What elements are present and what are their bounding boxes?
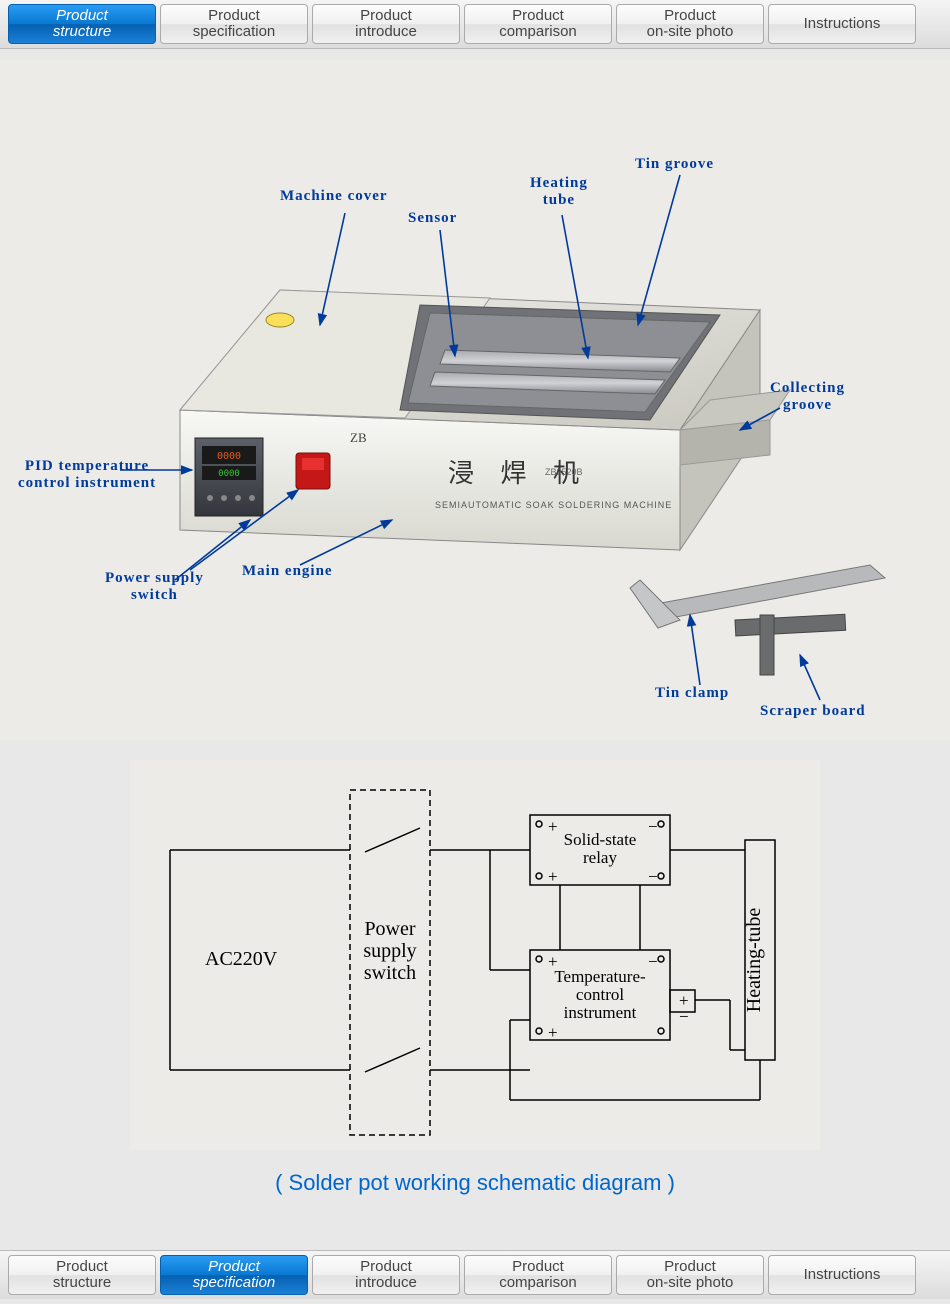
svg-text:Powersupplyswitch: Powersupplyswitch [363,918,416,984]
tab-label: specification [193,24,276,40]
svg-text:+: + [548,867,558,886]
tab-introduce[interactable]: Productintroduce [312,1255,460,1295]
svg-text:ZB: ZB [350,430,367,445]
schematic-caption: ( Solder pot working schematic diagram ) [0,1170,950,1196]
label-sensor: Sensor [408,210,457,227]
svg-text:Temperature-controlinstrument: Temperature-controlinstrument [554,967,646,1022]
svg-text:+: + [548,1023,558,1042]
tab-label: comparison [499,1275,577,1291]
tab-label: Product [56,8,108,24]
tab-comparison[interactable]: Productcomparison [464,1255,612,1295]
working-schematic: +− +− +− ++− AC220V Powersupplyswitch So… [130,760,820,1150]
svg-text:−: − [648,952,658,971]
tab-label: Instructions [804,1267,881,1283]
tab-label: Product [208,8,260,24]
svg-text:+: + [548,817,558,836]
svg-text:−: − [648,817,658,836]
svg-text:SEMIAUTOMATIC SOAK SOLDERING M: SEMIAUTOMATIC SOAK SOLDERING MACHINE [435,500,672,510]
svg-text:0000: 0000 [217,451,241,462]
tab-label: Instructions [804,16,881,32]
tab-introduce[interactable]: Productintroduce [312,4,460,44]
tab-onsite-photo[interactable]: Producton-site photo [616,4,764,44]
svg-text:−: − [648,867,658,886]
svg-text:ZB2520B: ZB2520B [545,467,583,477]
tab-onsite-photo[interactable]: Producton-site photo [616,1255,764,1295]
tab-label: structure [53,24,111,40]
label-tin-clamp: Tin clamp [655,685,729,702]
svg-text:Heating-tube: Heating-tube [743,908,765,1013]
schematic-voltage: AC220V [205,948,278,970]
label-heating-tube: Heating tube [530,175,588,209]
label-scraper-board: Scraper board [760,703,866,720]
tab-structure[interactable]: Productstructure [8,1255,156,1295]
tab-label: Product [512,1259,564,1275]
top-tab-bar: Productstructure Productspecification Pr… [0,0,950,49]
tab-specification[interactable]: Productspecification [160,1255,308,1295]
label-tin-groove: Tin groove [635,156,714,173]
tab-label: Product [512,8,564,24]
tab-label: Product [56,1259,108,1275]
svg-text:Solid-staterelay: Solid-staterelay [564,830,637,867]
tab-label: on-site photo [647,24,734,40]
tab-comparison[interactable]: Productcomparison [464,4,612,44]
label-power-switch: Power supply switch [105,570,204,604]
tab-label: Product [208,1259,260,1275]
tab-label: Product [360,8,412,24]
bottom-tab-bar: Productstructure Productspecification Pr… [0,1250,950,1299]
tab-label: structure [53,1275,111,1291]
svg-text:−: − [679,1007,689,1026]
tab-label: introduce [355,24,417,40]
tab-label: Product [664,1259,716,1275]
tab-instructions[interactable]: Instructions [768,1255,916,1295]
label-pid: PID temperature control instrument [18,458,156,492]
label-collecting-groove: Collecting groove [770,380,845,414]
tab-label: specification [193,1275,276,1291]
label-main-engine: Main engine [242,563,333,580]
tab-label: on-site photo [647,1275,734,1291]
tab-structure[interactable]: Productstructure [8,4,156,44]
tab-label: comparison [499,24,577,40]
tab-label: introduce [355,1275,417,1291]
product-infographic: 0000 0000 ZB 浸 焊 机 ZB2520B SEMIAUTOMATIC… [0,60,950,740]
tab-label: Product [664,8,716,24]
tab-instructions[interactable]: Instructions [768,4,916,44]
tab-label: Product [360,1259,412,1275]
tab-specification[interactable]: Productspecification [160,4,308,44]
svg-text:0000: 0000 [218,469,240,479]
label-machine-cover: Machine cover [280,188,388,205]
